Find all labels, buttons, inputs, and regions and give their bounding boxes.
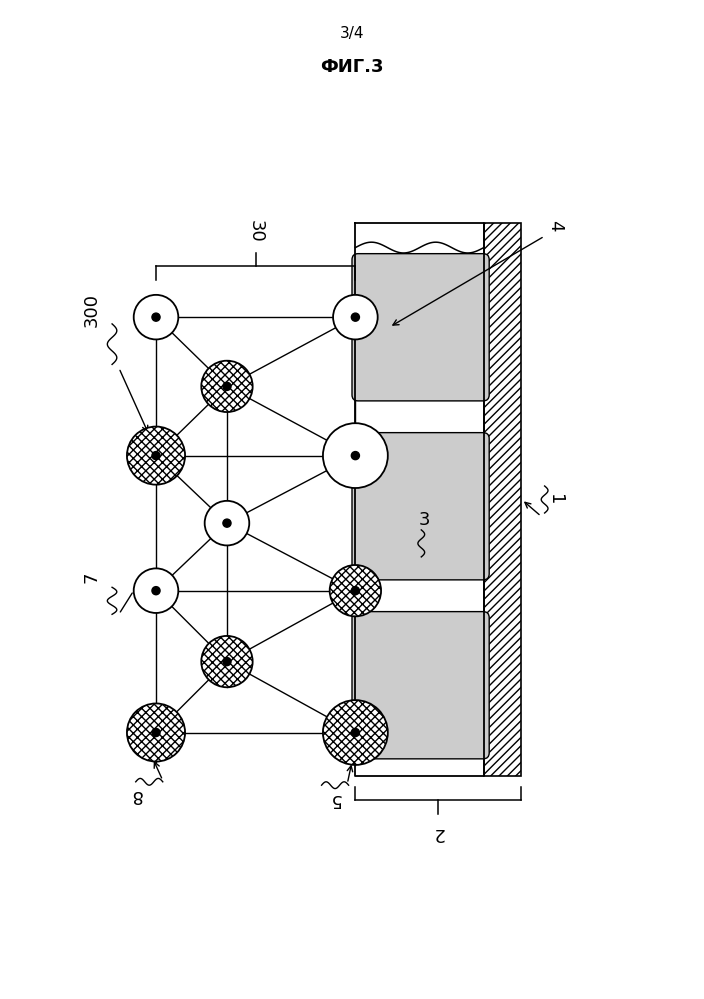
Circle shape — [351, 313, 360, 322]
Circle shape — [223, 657, 231, 665]
Circle shape — [134, 568, 178, 613]
Circle shape — [134, 295, 178, 340]
Text: 300: 300 — [83, 294, 101, 328]
Circle shape — [201, 636, 253, 687]
Text: 7: 7 — [83, 571, 101, 583]
FancyBboxPatch shape — [352, 433, 489, 579]
Text: ФИГ.3: ФИГ.3 — [320, 58, 384, 76]
Circle shape — [323, 424, 388, 489]
Circle shape — [127, 703, 185, 761]
Text: 5: 5 — [329, 789, 341, 808]
Circle shape — [201, 361, 253, 412]
Circle shape — [152, 452, 160, 460]
Text: 3/4: 3/4 — [340, 26, 364, 41]
Text: 4: 4 — [546, 220, 564, 232]
FancyBboxPatch shape — [352, 254, 489, 401]
Circle shape — [127, 427, 185, 485]
Text: 3: 3 — [419, 510, 430, 528]
Text: 8: 8 — [130, 786, 142, 804]
Bar — [484, 223, 521, 776]
Circle shape — [152, 728, 160, 736]
FancyBboxPatch shape — [352, 611, 489, 759]
Circle shape — [205, 500, 249, 545]
Text: 1: 1 — [546, 494, 564, 505]
Circle shape — [351, 452, 360, 460]
Circle shape — [152, 313, 160, 322]
Text: 30: 30 — [246, 220, 265, 243]
Circle shape — [351, 586, 360, 594]
Circle shape — [333, 295, 377, 340]
Circle shape — [323, 700, 388, 765]
Text: 2: 2 — [432, 824, 444, 842]
Circle shape — [329, 565, 381, 616]
Circle shape — [223, 383, 231, 391]
Circle shape — [351, 728, 360, 736]
Circle shape — [223, 519, 231, 527]
Circle shape — [152, 586, 160, 594]
